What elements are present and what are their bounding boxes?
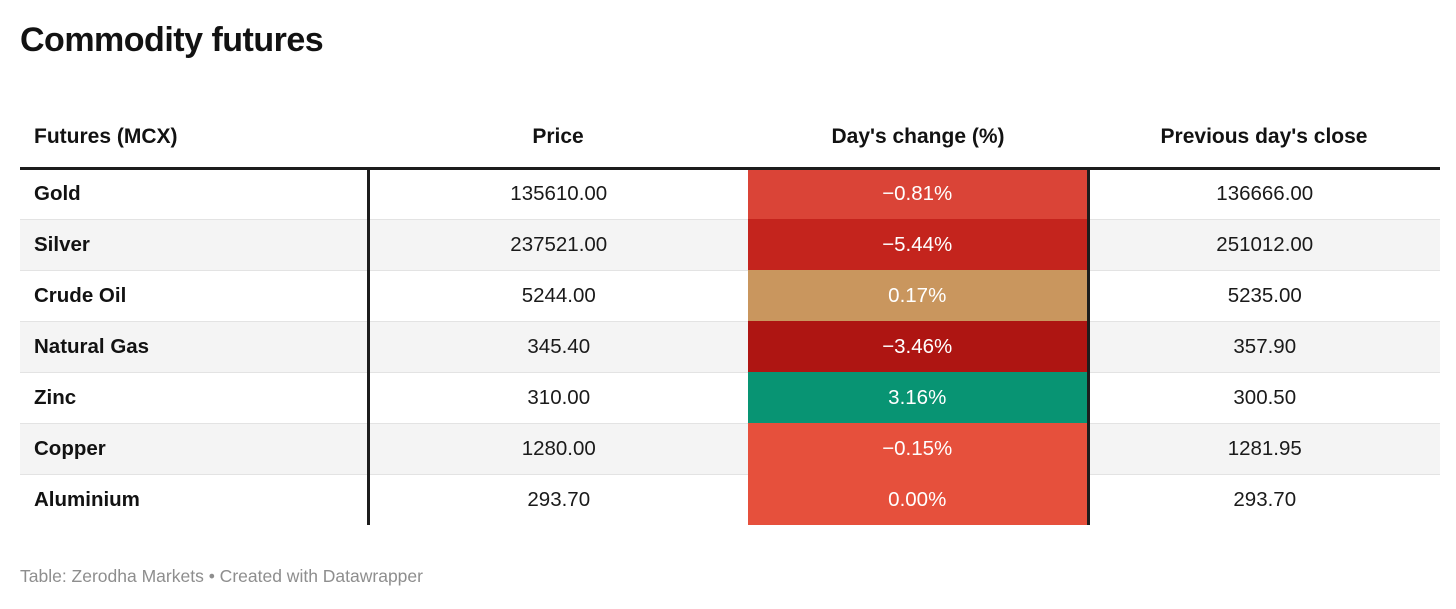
price-value: 345.40 [368, 320, 748, 372]
prev-close-value: 300.50 [1088, 371, 1440, 423]
futures-name: Gold [20, 168, 370, 219]
prev-close-value: 136666.00 [1088, 168, 1440, 219]
column-header-prev-close: Previous day's close [1088, 108, 1440, 170]
column-header-price: Price [368, 108, 748, 170]
futures-name: Zinc [20, 371, 370, 423]
table-row: Gold 135610.00 −0.81% 136666.00 [20, 168, 1440, 219]
day-change-cell: 0.17% [748, 270, 1090, 321]
futures-name: Natural Gas [20, 320, 370, 372]
price-value: 135610.00 [368, 168, 748, 219]
day-change-cell: −5.44% [748, 219, 1090, 270]
table-row: Crude Oil 5244.00 0.17% 5235.00 [20, 269, 1440, 321]
futures-name: Crude Oil [20, 269, 370, 321]
prev-close-value: 1281.95 [1088, 422, 1440, 474]
table-body: Gold 135610.00 −0.81% 136666.00 Silver 2… [20, 168, 1440, 525]
prev-close-value: 293.70 [1088, 473, 1440, 525]
day-change-cell: 0.00% [748, 474, 1090, 525]
day-change-cell: −3.46% [748, 321, 1090, 372]
prev-close-value: 5235.00 [1088, 269, 1440, 321]
table-row: Natural Gas 345.40 −3.46% 357.90 [20, 320, 1440, 372]
header-row: Futures (MCX) Price Day's change (%) Pre… [20, 108, 1440, 170]
column-header-futures: Futures (MCX) [20, 108, 368, 170]
commodity-futures-table: Futures (MCX) Price Day's change (%) Pre… [20, 108, 1440, 525]
table-row: Copper 1280.00 −0.15% 1281.95 [20, 422, 1440, 474]
column-header-day-change: Day's change (%) [748, 108, 1088, 170]
price-value: 237521.00 [368, 218, 748, 270]
prev-close-value: 357.90 [1088, 320, 1440, 372]
price-value: 1280.00 [368, 422, 748, 474]
table-row: Silver 237521.00 −5.44% 251012.00 [20, 218, 1440, 270]
futures-name: Copper [20, 422, 370, 474]
day-change-cell: 3.16% [748, 372, 1090, 423]
prev-close-value: 251012.00 [1088, 218, 1440, 270]
page-title: Commodity futures [20, 21, 324, 59]
futures-name: Aluminium [20, 473, 370, 525]
attribution-footer: Table: Zerodha Markets • Created with Da… [20, 566, 423, 586]
price-value: 5244.00 [368, 269, 748, 321]
price-value: 293.70 [368, 473, 748, 525]
table-header: Futures (MCX) Price Day's change (%) Pre… [20, 108, 1440, 170]
table-row: Zinc 310.00 3.16% 300.50 [20, 371, 1440, 423]
price-value: 310.00 [368, 371, 748, 423]
futures-name: Silver [20, 218, 370, 270]
day-change-cell: −0.81% [748, 168, 1090, 219]
day-change-cell: −0.15% [748, 423, 1090, 474]
table-row: Aluminium 293.70 0.00% 293.70 [20, 473, 1440, 525]
